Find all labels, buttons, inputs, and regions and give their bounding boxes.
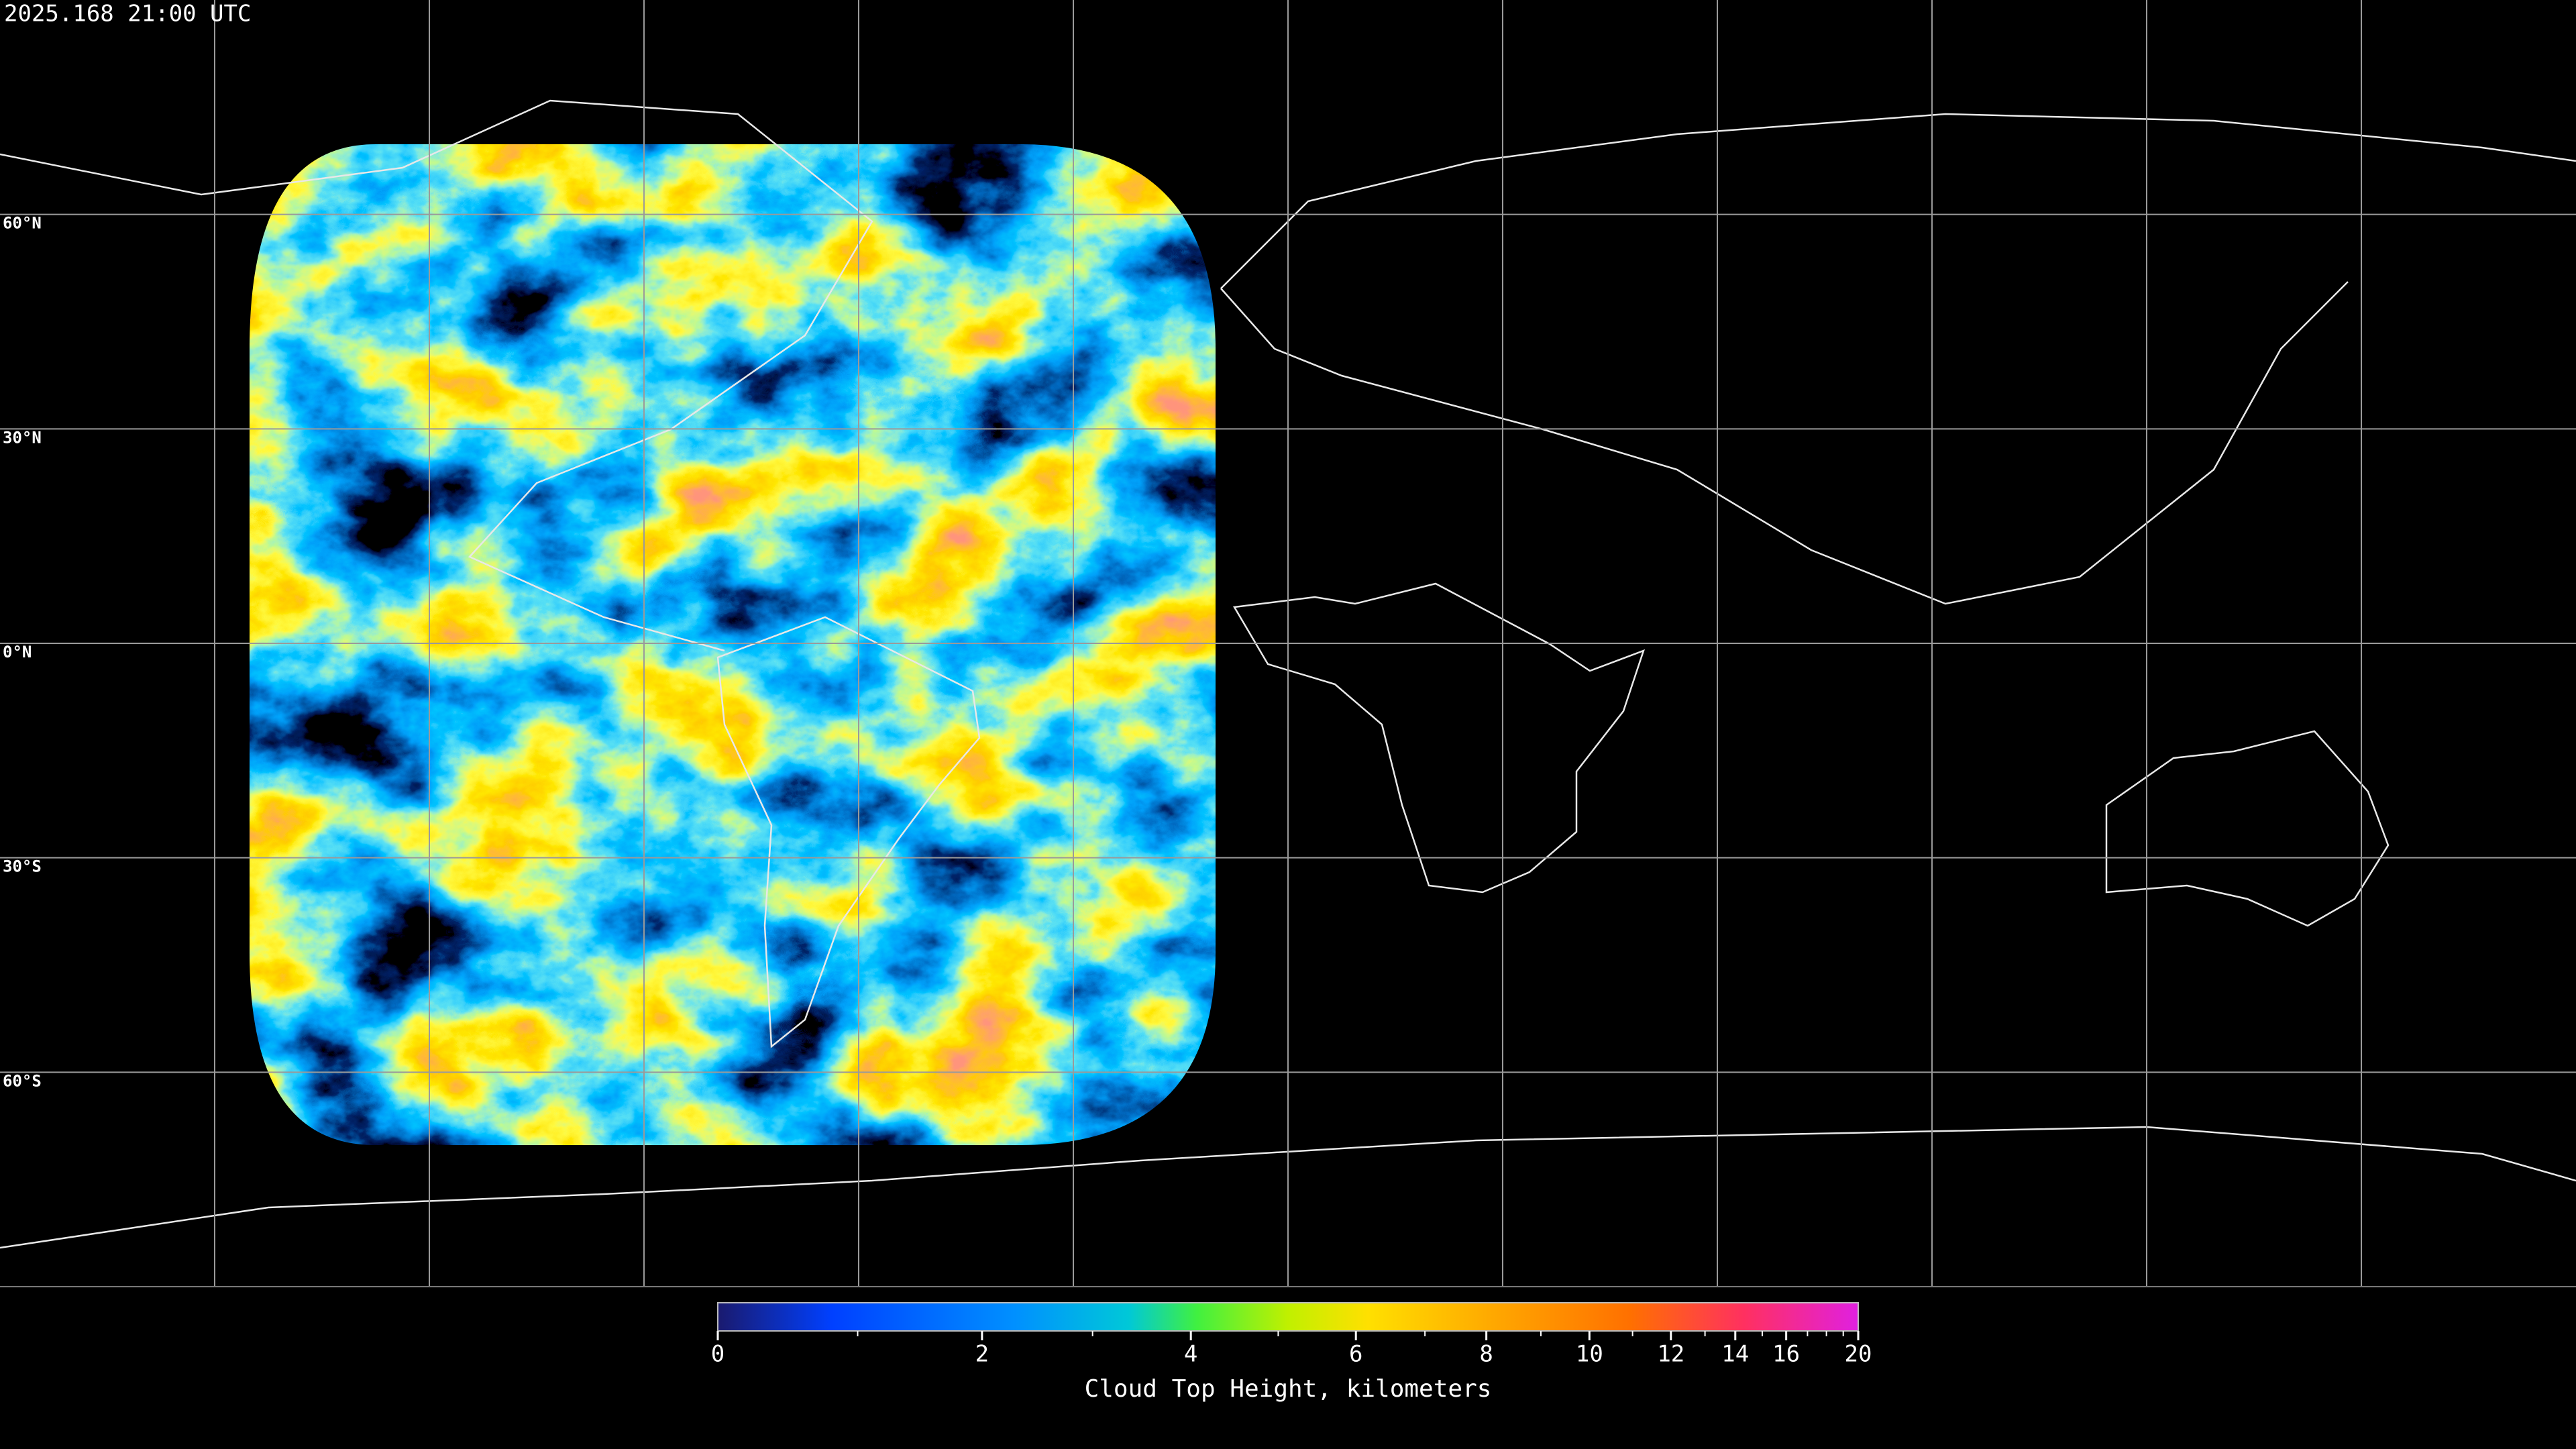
colorbar-label: Cloud Top Height, kilometers — [1085, 1375, 1492, 1403]
coastline — [0, 1126, 2576, 1249]
colorbar-tick-label: 16 — [1772, 1341, 1800, 1368]
colorbar-tick-label: 6 — [1349, 1341, 1362, 1368]
timestamp: 2025.168 21:00 UTC — [4, 1, 251, 28]
cloud-field — [250, 144, 1216, 1145]
colorbar-tick-label: 8 — [1479, 1341, 1493, 1368]
coastline — [1232, 582, 1646, 894]
coastline — [2105, 730, 2390, 927]
colorbar-tick-label: 20 — [1845, 1341, 1872, 1368]
colorbar: 0 2 4 6 8 10 12 14 16 20 — [711, 1302, 1872, 1368]
latitude-label: 60°N — [3, 214, 42, 233]
latitude-label: 0°N — [3, 643, 32, 661]
graticule: 60°N 30°N 0°N 30°S 60°S — [0, 0, 2576, 1287]
colorbar-tick-label: 4 — [1184, 1341, 1197, 1368]
coastline — [0, 99, 873, 652]
latitude-label: 30°S — [3, 857, 42, 876]
colorbar-tick-label: 0 — [711, 1341, 724, 1368]
colorbar-tick-label: 2 — [975, 1341, 989, 1368]
coastline — [716, 616, 981, 1049]
latitude-label: 60°S — [3, 1071, 42, 1090]
colorbar-tick-label: 12 — [1657, 1341, 1684, 1368]
colorbar-tick-label: 10 — [1576, 1341, 1603, 1368]
latitude-label: 30°N — [3, 428, 42, 447]
satellite-image — [250, 144, 1216, 1145]
colorbar-gradient — [717, 1302, 1859, 1332]
colorbar-tick-label: 14 — [1721, 1341, 1749, 1368]
